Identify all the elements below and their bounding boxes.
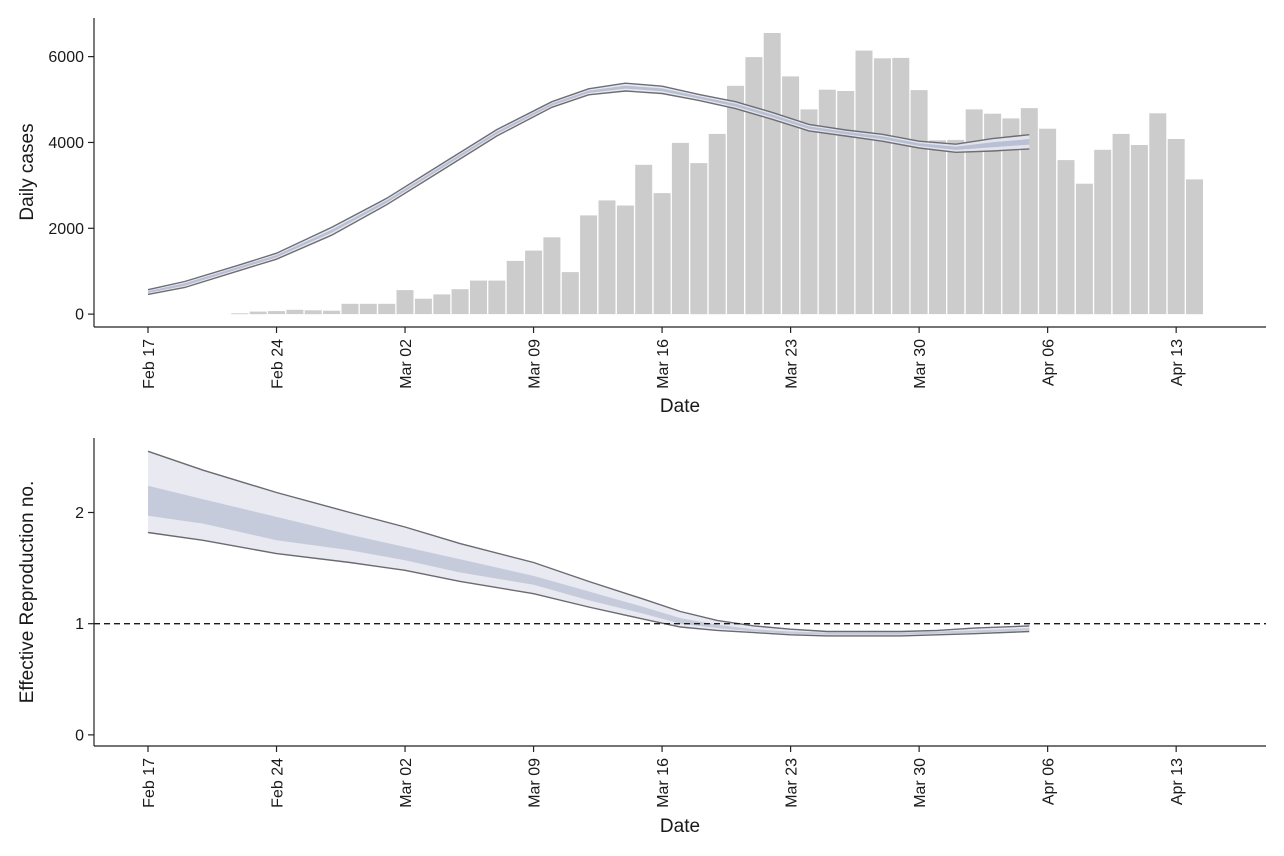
cases-y-ticks: 0 2000 4000 6000 [48, 49, 94, 324]
cases-x-tick-label: Feb 24 [270, 339, 287, 389]
cases-y-tick-label: 2000 [48, 221, 84, 238]
case-bar [286, 309, 304, 315]
cases-y-tick-label: 0 [75, 307, 84, 324]
case-bar [561, 272, 579, 315]
case-bar [1167, 139, 1185, 315]
cases-x-axis-title: Date [660, 396, 700, 417]
case-bar [598, 200, 616, 315]
case-bar [378, 303, 396, 315]
case-bar [1112, 133, 1130, 315]
case-bar [323, 310, 341, 315]
case-bar [433, 294, 451, 315]
case-bar [947, 139, 965, 315]
r-x-tick-label: Mar 09 [527, 758, 544, 808]
case-bar [929, 140, 946, 315]
r-band-outer [148, 451, 1030, 636]
r-x-tick-label: Mar 02 [398, 758, 415, 808]
cases-y-tick-label: 4000 [48, 135, 84, 152]
case-bar [580, 215, 598, 315]
r-x-tick-label: Apr 06 [1041, 758, 1058, 805]
cases-x-tick-label: Mar 16 [655, 339, 672, 389]
case-bar [1057, 160, 1075, 315]
r-x-ticks: Feb 17 Feb 24 Mar 02 Mar 09 Mar 16 Mar 23 Mar … [141, 746, 1186, 808]
cases-x-tick-label: Feb 17 [141, 339, 158, 389]
cases-band-upper-line [147, 82, 1030, 291]
case-bar [965, 109, 983, 315]
r-y-tick-label: 2 [75, 505, 84, 522]
case-bar [873, 58, 891, 315]
cases-x-ticks: Feb 17 Feb 24 Mar 02 Mar 09 Mar 16 Mar 23 Mar … [141, 327, 1186, 389]
case-bar [690, 163, 708, 315]
cases-x-tick-label: Apr 06 [1041, 339, 1058, 386]
case-bar [359, 303, 377, 315]
case-bar [525, 250, 543, 315]
case-bar [249, 311, 267, 315]
case-bar [1075, 183, 1093, 315]
case-bar [635, 164, 653, 315]
r-band-upper-line [147, 450, 1030, 633]
r-x-tick-label: Mar 16 [655, 758, 672, 808]
case-bar [1039, 128, 1057, 315]
cases-bars [231, 33, 1203, 315]
case-bar [1020, 108, 1038, 315]
case-bar [910, 90, 928, 315]
reproduction-number-panel: 0 1 2 Feb 17 Feb 24 Mar 02 Mar 09 Mar 16 Mar 23… [17, 438, 1266, 837]
case-bar [745, 57, 763, 315]
case-bar [268, 311, 285, 315]
r-y-tick-label: 0 [75, 727, 84, 744]
r-x-tick-label: Feb 17 [141, 758, 158, 808]
case-bar [506, 260, 524, 315]
cases-nowcast-band [147, 82, 1030, 296]
case-bar [984, 113, 1002, 315]
case-bar [341, 303, 359, 315]
cases-x-tick-label: Mar 23 [784, 339, 801, 389]
case-bar [488, 280, 506, 315]
cases-band-lower-line [147, 90, 1030, 296]
case-bar [855, 50, 873, 315]
cases-y-axis-title: Daily cases [17, 123, 38, 220]
case-bar [818, 89, 836, 315]
cases-y-tick-label: 6000 [48, 49, 84, 66]
case-bar [837, 91, 855, 315]
case-bar [396, 290, 414, 315]
case-bar [892, 57, 910, 315]
case-bar [671, 142, 689, 315]
r-x-tick-label: Apr 13 [1169, 758, 1186, 805]
case-bar [1149, 113, 1167, 315]
cases-x-tick-label: Mar 02 [398, 339, 415, 389]
cases-x-tick-label: Mar 09 [527, 339, 544, 389]
case-bar [470, 280, 487, 315]
case-bar [1094, 149, 1112, 315]
case-bar [727, 85, 744, 315]
case-bar [782, 76, 800, 315]
r-estimate-band [147, 450, 1030, 637]
case-bar [708, 133, 726, 315]
cases-x-tick-label: Apr 13 [1169, 339, 1186, 386]
r-y-axis-title: Effective Reproduction no. [17, 481, 38, 704]
r-band-lower-line [147, 531, 1030, 637]
r-x-axis-title: Date [660, 816, 700, 837]
case-bar [543, 237, 561, 315]
case-bar [616, 205, 634, 315]
case-bar [1130, 145, 1148, 315]
r-x-tick-label: Mar 30 [912, 758, 929, 808]
daily-cases-panel: 0 2000 4000 6000 Feb 17 Feb 24 Mar 02 Mar 09 Ma… [17, 18, 1266, 417]
r-y-tick-label: 1 [75, 616, 84, 633]
case-bar [1186, 179, 1203, 315]
case-bar [653, 193, 671, 315]
case-bar [451, 289, 469, 315]
case-bar [763, 33, 781, 315]
case-bar [304, 310, 322, 315]
case-bar [414, 298, 432, 315]
cases-x-tick-label: Mar 30 [912, 339, 929, 389]
case-bar [1002, 118, 1020, 315]
case-bar [800, 109, 818, 315]
r-x-tick-label: Mar 23 [784, 758, 801, 808]
r-y-ticks: 0 1 2 [75, 505, 94, 744]
case-bar [231, 313, 249, 315]
r-x-tick-label: Feb 24 [270, 758, 287, 808]
